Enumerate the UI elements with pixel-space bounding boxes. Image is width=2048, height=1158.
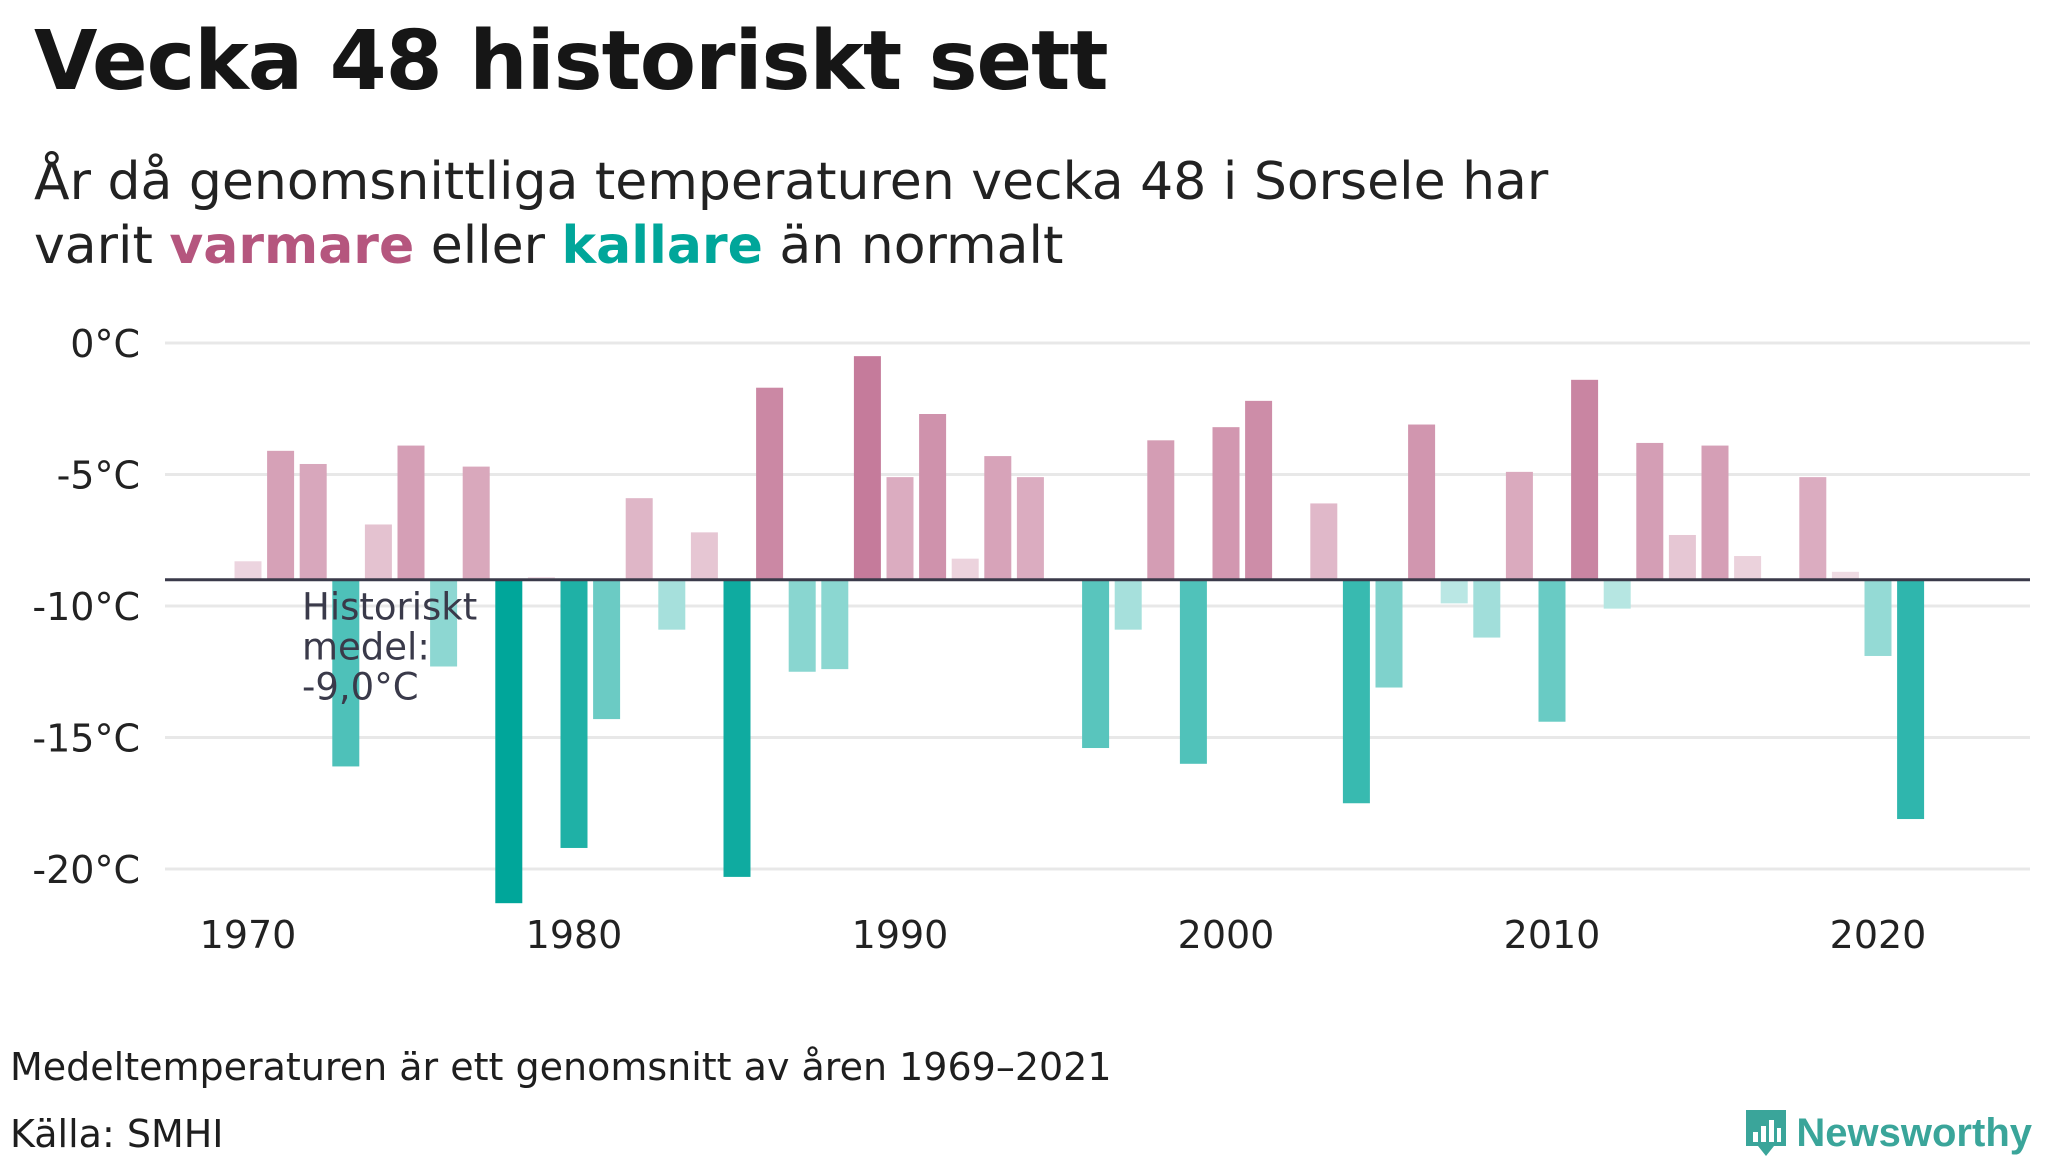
x-tick-label: 1980 [526,913,623,957]
bar-warm [1571,379,1599,580]
bar-warm [1310,503,1338,580]
y-tick-label: 0°C [70,322,140,366]
bar-cold [1375,579,1403,688]
mean-label-line: -9,0°C [302,666,419,709]
bar-series [234,356,1925,904]
bar-cold [788,579,816,672]
bar-cold [1538,579,1566,722]
bar-cold [495,579,523,904]
x-tick-label: 2010 [1504,913,1601,957]
bar-warm [853,356,881,580]
footnote: Medeltemperaturen är ett genomsnitt av å… [10,1045,1112,1089]
bar-cold [1897,579,1925,820]
bar-warm [1668,534,1696,580]
bar-cold [1082,579,1110,749]
bar-warm [1016,477,1044,580]
bar-warm [1245,400,1273,580]
bar-warm [1799,477,1827,580]
subtitle-warm-word: varmare [169,216,415,276]
bar-cold [430,579,458,667]
bar-cold [1864,579,1892,656]
y-tick-label: -15°C [32,717,140,761]
mean-label-line: medel: [302,626,430,669]
bar-warm [1831,571,1859,580]
brand-name: Newsworthy [1796,1110,2032,1155]
bar-warm [690,532,718,580]
bar-cold [658,579,686,630]
bar-warm [1212,427,1240,580]
y-tick-label: -20°C [32,848,140,892]
historical-mean-label: Historiskt medel: -9,0°C [302,586,477,709]
bar-warm [919,414,947,580]
temperature-bar-chart: 0°C -5°C -10°C -15°C -20°C 1970 1980 1990 2000 2… [32,322,2030,957]
x-tick-label: 1970 [200,913,297,957]
bar-warm [462,466,490,580]
mean-label-line: Historiskt [302,586,477,629]
y-tick-label: -5°C [57,454,140,498]
bar-warm [364,524,392,580]
bar-warm [886,477,914,580]
x-tick-label: 2000 [1178,913,1275,957]
bar-cold [821,579,849,670]
bar-warm [756,387,784,580]
bar-cold [1440,579,1468,604]
bar-warm [951,558,979,580]
bar-warm [234,561,262,580]
y-axis: 0°C -5°C -10°C -15°C -20°C [32,322,140,892]
x-tick-label: 2020 [1830,913,1927,957]
bar-warm [984,456,1012,580]
source-credit: Källa: SMHI [10,1112,224,1156]
bar-cold [593,579,621,720]
x-axis: 1970 1980 1990 2000 2010 2020 [200,913,1927,957]
subtitle-text-2: eller [414,216,562,276]
chart-subtitle: År då genomsnittliga temperaturen vecka … [34,150,1634,278]
bar-cold [560,579,588,848]
x-tick-label: 1990 [852,913,949,957]
bar-cold [1473,579,1501,638]
y-tick-label: -10°C [32,585,140,629]
bar-warm [1701,445,1729,580]
subtitle-cold-word: kallare [561,216,763,276]
bar-warm [1147,440,1175,580]
bar-warm [1734,556,1762,580]
bar-warm [1408,424,1436,580]
bar-warm [267,450,295,580]
subtitle-text-3: än normalt [762,216,1064,276]
bar-cold [332,579,360,767]
bar-warm [299,463,327,580]
chart-title: Vecka 48 historiskt sett [34,14,1109,109]
bar-cold [1342,579,1370,804]
brand-logo: Newsworthy [1744,1108,2032,1158]
bar-cold [1603,579,1631,609]
bar-cold [1179,579,1207,764]
bar-cold [723,579,751,877]
bar-warm [625,498,653,580]
bar-cold [1114,579,1142,630]
bar-warm [397,445,425,580]
bar-warm [1505,471,1533,580]
subtitle-text-1: År då genomsnittliga temperaturen vecka … [34,152,1549,276]
newsworthy-logo-icon [1746,1110,1787,1156]
bar-warm [1636,442,1664,580]
